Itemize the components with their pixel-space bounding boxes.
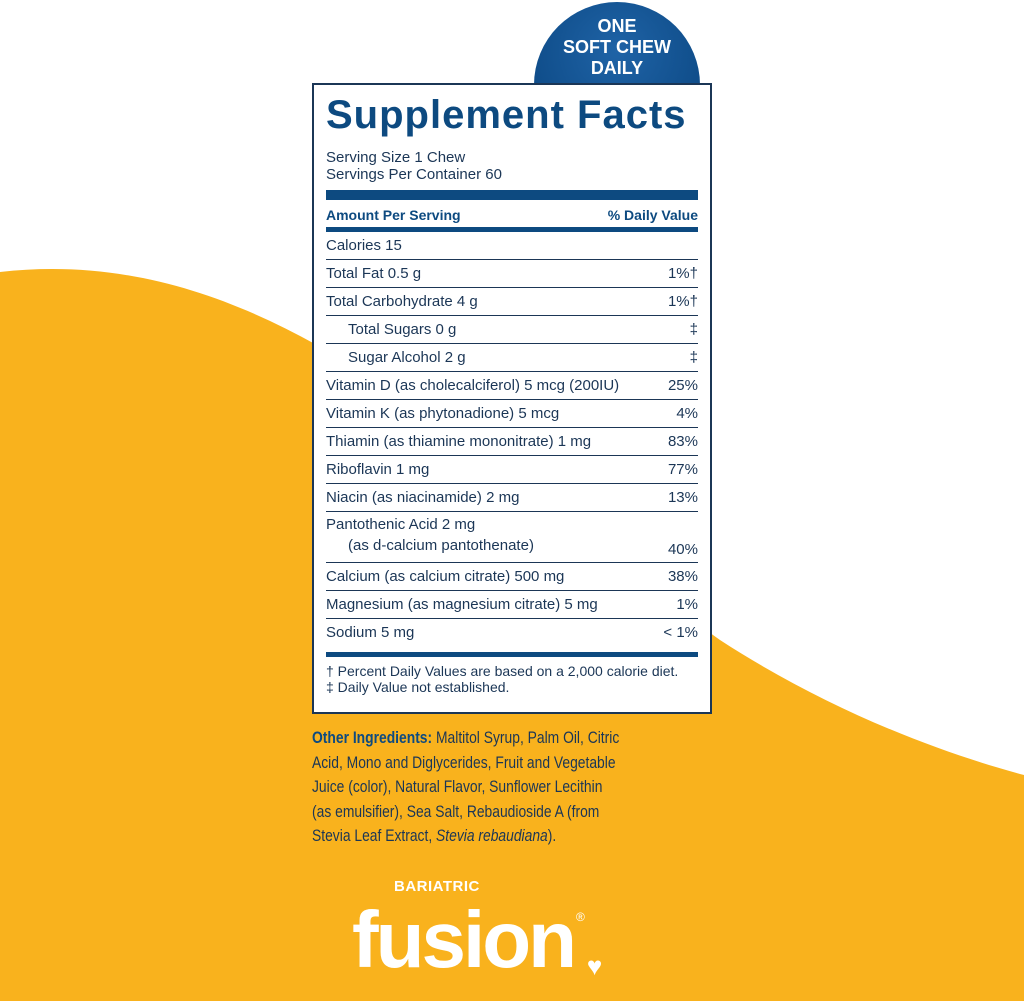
- nutrient-row: Sugar Alcohol 2 g ‡: [326, 344, 698, 372]
- daily-value: 40%: [667, 541, 698, 558]
- divider-thick: [326, 190, 698, 200]
- nutrient-name: Magnesium (as magnesium citrate) 5 mg: [326, 591, 598, 618]
- daily-value: ‡: [689, 349, 698, 366]
- nutrient-name: Thiamin (as thiamine mononitrate) 1 mg: [326, 428, 591, 455]
- footnote: † Percent Daily Values are based on a 2,…: [326, 663, 679, 679]
- daily-value: 77%: [667, 461, 698, 478]
- nutrient-name-line: (as d-calcium pantothenate): [348, 537, 534, 554]
- nutrient-name-text: Vitamin D (as cholecalciferol) 5 mcg (20…: [326, 377, 620, 394]
- nutrient-name: Niacin (as niacinamide) 2 mg: [326, 484, 519, 511]
- daily-value: 4%: [676, 405, 698, 422]
- nutrient-row: Calcium (as calcium citrate) 500 mg 38%: [326, 563, 698, 591]
- nutrient-row: Vitamin D (as cholecalciferol) 5 mcg (20…: [326, 372, 698, 400]
- daily-value: 83%: [667, 433, 698, 450]
- nutrient-name: Total Sugars 0 g: [326, 316, 456, 343]
- logo-small-text: BARIATRIC: [394, 878, 480, 895]
- nutrient-name-text: Vitamin K (as phytonadione) 5 mcg: [326, 405, 560, 422]
- ingredients-text: Maltitol Syrup, Palm Oil, Citric Acid, M…: [312, 729, 620, 845]
- nutrient-name: Pantothenic Acid 2 mg (as d-calcium panto…: [326, 514, 534, 562]
- nutrient-name: Sodium 5 mg: [326, 619, 414, 646]
- nutrient-name: Vitamin D (as cholecalciferol) 5 mcg (20…: [326, 372, 619, 399]
- nutrient-row: Riboflavin 1 mg 77%: [326, 456, 698, 484]
- nutrient-row: Thiamin (as thiamine mononitrate) 1 mg 83…: [326, 428, 698, 456]
- nutrient-row: Sodium 5 mg < 1%: [326, 619, 698, 646]
- nutrient-name-text: Riboflavin 1 mg: [326, 461, 430, 478]
- registered-mark: ®: [575, 910, 585, 924]
- nutrient-row: Magnesium (as magnesium citrate) 5 mg 1%: [326, 591, 698, 619]
- nutrient-name: Calories 15: [326, 232, 402, 259]
- ingredients-end: ).: [547, 827, 557, 845]
- nutrient-row: Vitamin K (as phytonadione) 5 mcg 4%: [326, 400, 698, 428]
- daily-value: 1%: [676, 596, 698, 613]
- nutrient-row: Pantothenic Acid 2 mg (as d-calcium panto…: [326, 512, 698, 563]
- nutrient-name: Riboflavin 1 mg: [326, 456, 429, 483]
- nutrient-name-text: Calcium (as calcium citrate) 500 mg: [326, 568, 565, 585]
- nutrient-name-text: Total Carbohydrate 4 g: [326, 293, 478, 310]
- nutrient-row: Total Sugars 0 g ‡: [326, 316, 698, 344]
- divider: [326, 227, 698, 232]
- nutrient-name: Calcium (as calcium citrate) 500 mg: [326, 563, 564, 590]
- badge-line: SOFT CHEW: [563, 37, 671, 57]
- nutrient-name: Sugar Alcohol 2 g: [326, 344, 466, 371]
- nutrient-name-text: Total Fat 0.5 g: [326, 265, 422, 282]
- nutrient-name-text: Total Sugars 0 g: [348, 321, 457, 338]
- nutrient-row: Niacin (as niacinamide) 2 mg 13%: [326, 484, 698, 512]
- daily-value: 13%: [667, 489, 698, 506]
- nutrient-name-text: Magnesium (as magnesium citrate) 5 mg: [326, 596, 598, 613]
- ingredients-label: Other Ingredients:: [312, 729, 433, 747]
- daily-value: 25%: [667, 377, 698, 394]
- footnote: ‡ Daily Value not established.: [326, 679, 510, 695]
- nutrient-row: Calories 15: [326, 232, 698, 260]
- daily-value: 1%†: [667, 265, 698, 282]
- logo-text: fusion: [352, 895, 577, 984]
- bariatric-fusion-logo: fusion ® ♥: [352, 895, 603, 984]
- ingredients-italic: Stevia rebaudiana: [436, 827, 548, 845]
- daily-value: 38%: [667, 568, 698, 585]
- nutrient-name-text: Sugar Alcohol 2 g: [348, 349, 466, 366]
- heart-icon: ♥: [586, 951, 603, 981]
- nutrient-table: Calories 15 Total Fat 0.5 g 1%† Total Carbo…: [326, 232, 698, 646]
- nutrient-name-text: Niacin (as niacinamide) 2 mg: [326, 489, 520, 506]
- nutrient-row: Total Fat 0.5 g 1%†: [326, 260, 698, 288]
- servings-per-container: Servings Per Container 60: [326, 166, 502, 183]
- daily-value: 1%†: [667, 293, 698, 310]
- divider: [326, 652, 698, 657]
- serving-size: Serving Size 1 Chew: [326, 149, 466, 166]
- nutrient-name-text: Thiamin (as thiamine mononitrate) 1 mg: [326, 433, 592, 450]
- nutrient-name-line: Pantothenic Acid 2 mg: [326, 516, 476, 533]
- daily-value: < 1%: [663, 624, 698, 641]
- amount-header: Amount Per Serving: [326, 207, 461, 223]
- nutrient-name-text: Calories 15: [326, 237, 402, 254]
- badge-line: ONE: [597, 16, 637, 36]
- other-ingredients: Other Ingredients: Maltitol Syrup, Palm …: [312, 726, 623, 849]
- nutrient-name: Total Fat 0.5 g: [326, 260, 421, 287]
- badge-line: DAILY: [590, 58, 644, 78]
- daily-value: ‡: [689, 321, 698, 338]
- nutrient-name: Vitamin K (as phytonadione) 5 mcg: [326, 400, 559, 427]
- dv-header: % Daily Value: [607, 207, 698, 223]
- panel-title: Supplement Facts: [326, 93, 687, 137]
- nutrient-name: Total Carbohydrate 4 g: [326, 288, 478, 315]
- nutrient-name-text: Sodium 5 mg: [326, 624, 415, 641]
- nutrient-row: Total Carbohydrate 4 g 1%†: [326, 288, 698, 316]
- supplement-facts-panel: Supplement Facts Serving Size 1 Chew Ser…: [312, 83, 712, 714]
